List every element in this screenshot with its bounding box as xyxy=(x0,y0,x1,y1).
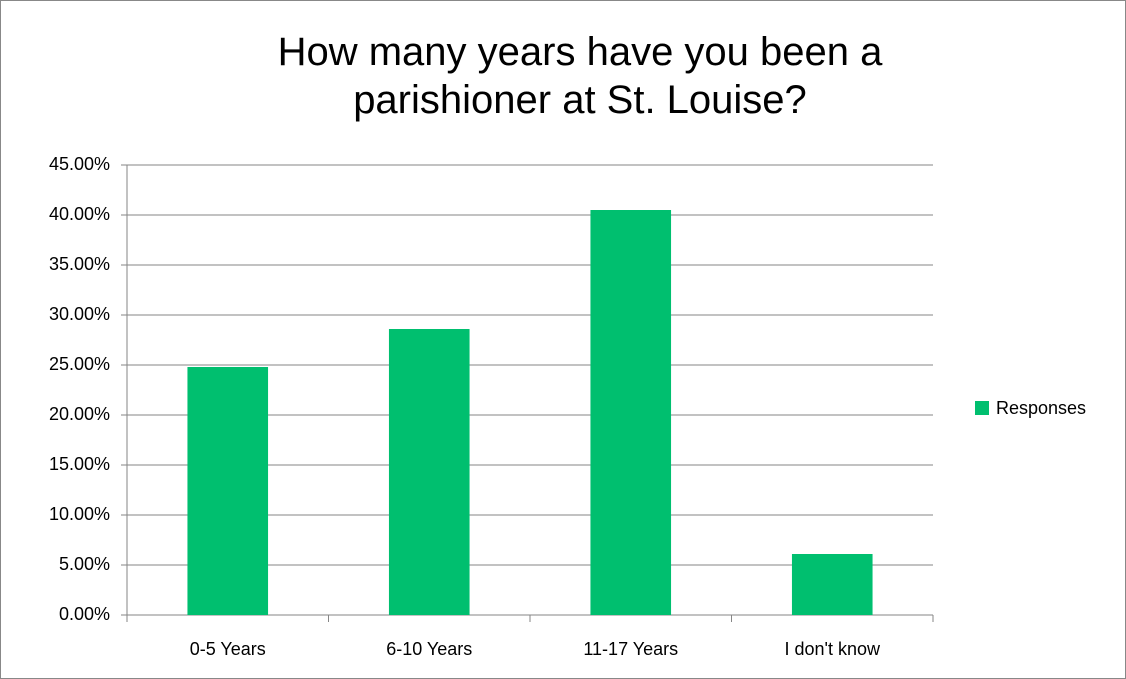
legend-swatch xyxy=(975,401,989,415)
y-tick-label: 45.00% xyxy=(49,154,110,174)
bar xyxy=(388,329,470,615)
y-tick-label: 30.00% xyxy=(49,304,110,324)
bar xyxy=(791,554,873,615)
x-tick-label: I don't know xyxy=(785,639,881,659)
bar xyxy=(187,367,269,615)
y-tick-label: 5.00% xyxy=(59,554,110,574)
x-tick-label: 6-10 Years xyxy=(386,639,472,659)
bar xyxy=(590,210,672,615)
x-tick-label: 11-17 Years xyxy=(583,639,678,659)
y-tick-label: 0.00% xyxy=(59,604,110,624)
y-tick-label: 40.00% xyxy=(49,204,110,224)
y-tick-label: 15.00% xyxy=(49,454,110,474)
y-tick-label: 20.00% xyxy=(49,404,110,424)
y-tick-label: 25.00% xyxy=(49,354,110,374)
chart-title: How many years have you been a parishion… xyxy=(277,30,883,122)
x-tick-label: 0-5 Years xyxy=(190,639,266,659)
y-tick-label: 10.00% xyxy=(49,504,110,524)
legend-label: Responses xyxy=(996,398,1086,418)
y-tick-label: 35.00% xyxy=(49,254,110,274)
